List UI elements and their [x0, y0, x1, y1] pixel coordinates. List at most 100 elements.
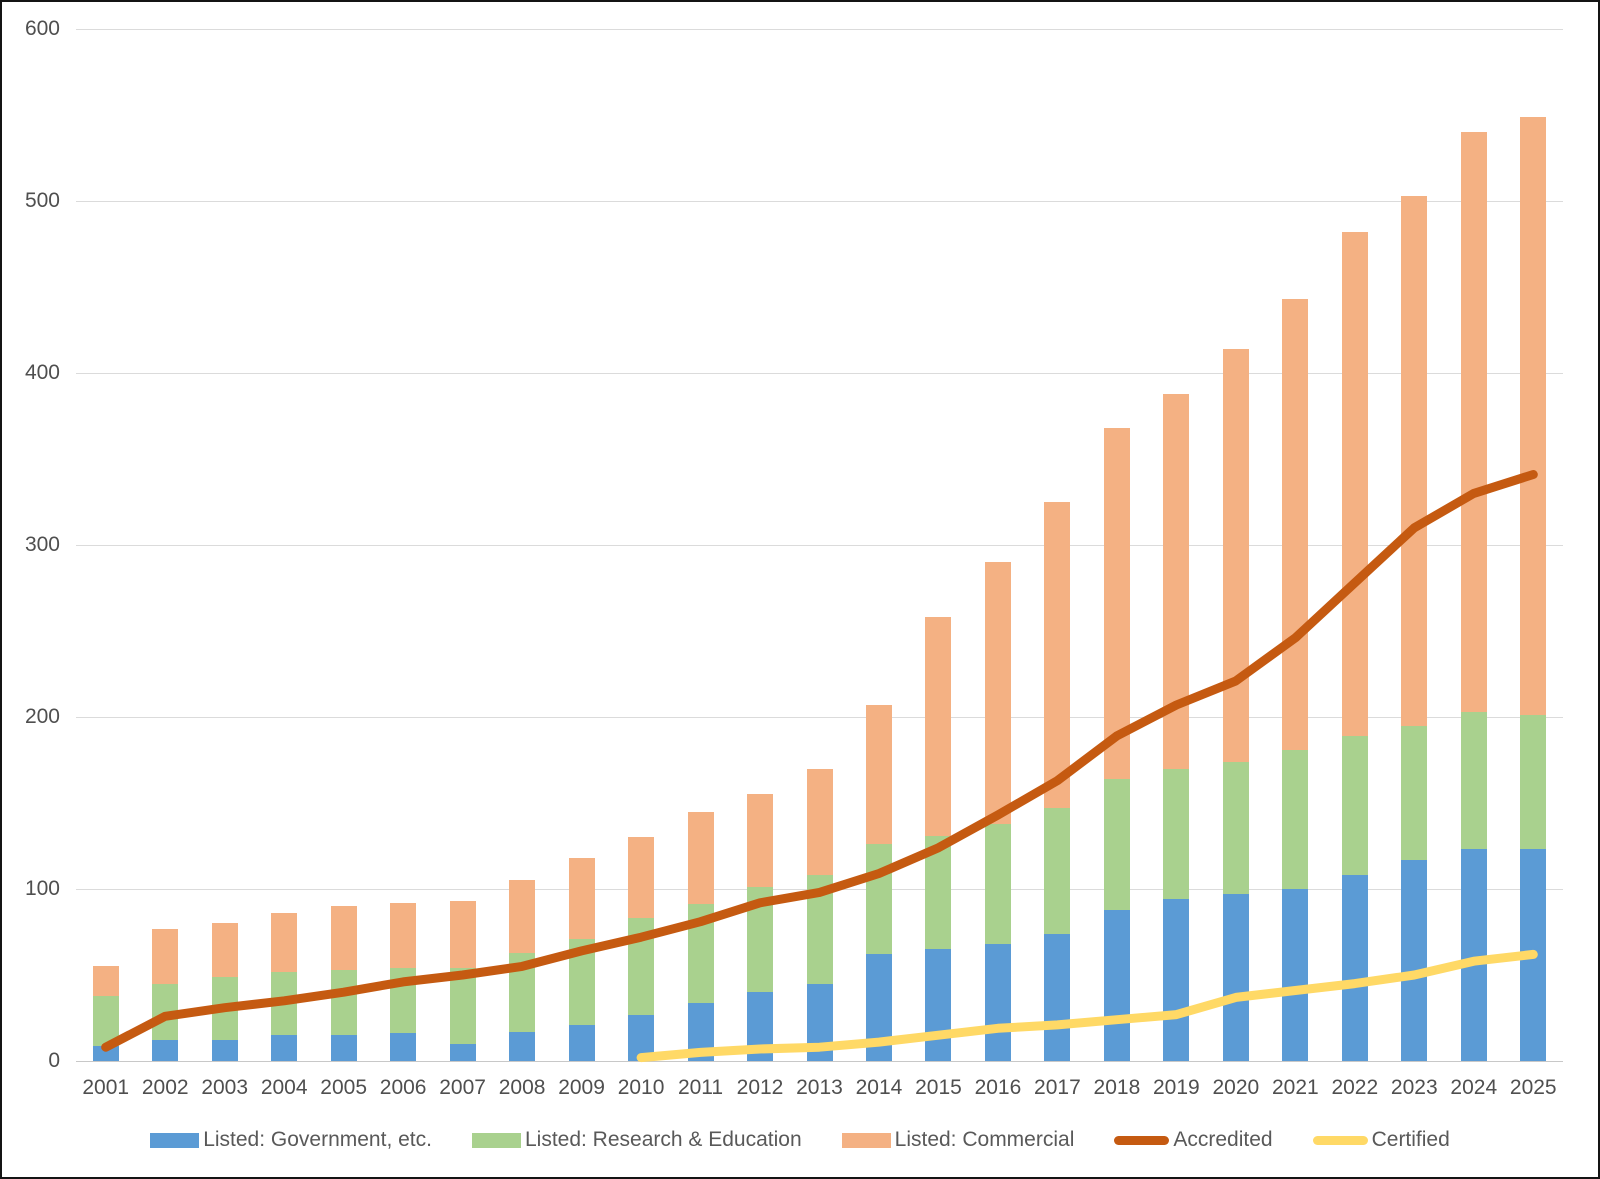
- x-axis-label-2015: 2015: [915, 1076, 962, 1099]
- plot-area: [76, 28, 1563, 1063]
- bar-2025-listed-research-education: [1520, 715, 1547, 850]
- x-axis-label-2017: 2017: [1034, 1076, 1081, 1099]
- x-axis-label-2022: 2022: [1331, 1076, 1379, 1099]
- x-axis-label-2016: 2016: [974, 1076, 1022, 1099]
- y-axis-label-500: 500: [24, 189, 60, 212]
- bar-2003-listed-commercial: [211, 923, 238, 977]
- bar-2007-listed-commercial: [449, 901, 476, 969]
- y-axis-label-400: 400: [24, 361, 60, 384]
- x-axis-label-2012: 2012: [736, 1076, 784, 1099]
- bar-2022-listed-government-etc-: [1341, 875, 1368, 1061]
- bar-2023-listed-research-education: [1401, 725, 1428, 860]
- bar-2006-listed-government-etc-: [390, 1033, 417, 1061]
- bar-2018-listed-government-etc-: [1103, 909, 1130, 1061]
- bar-2019-listed-government-etc-: [1163, 899, 1190, 1061]
- y-axis-label-100: 100: [24, 877, 60, 900]
- bar-2016-listed-government-etc-: [984, 944, 1011, 1061]
- x-axis-label-2009: 2009: [558, 1076, 605, 1099]
- x-axis-label-2008: 2008: [498, 1076, 546, 1099]
- bar-2012-listed-commercial: [747, 794, 774, 888]
- bar-2020-listed-government-etc-: [1222, 894, 1249, 1061]
- bar-2011-listed-commercial: [687, 811, 714, 905]
- legend-item-accredited: Accredited: [1114, 1128, 1273, 1152]
- x-axis-label-2004: 2004: [260, 1076, 308, 1099]
- bar-2021-listed-commercial: [1282, 299, 1309, 750]
- bar-2016-listed-research-education: [984, 823, 1011, 945]
- bar-2009-listed-commercial: [568, 858, 595, 939]
- line-layer: [101, 470, 1538, 1063]
- y-axis-label-600: 600: [24, 17, 60, 40]
- legend-swatch-line: [1114, 1135, 1170, 1145]
- x-axis-label-2003: 2003: [201, 1076, 249, 1099]
- x-axis-label-2023: 2023: [1390, 1076, 1438, 1099]
- y-axis-label-0: 0: [48, 1049, 60, 1072]
- bar-2018-listed-commercial: [1103, 428, 1130, 779]
- y-axis-label-300: 300: [24, 533, 60, 556]
- bar-2010-listed-commercial: [628, 837, 655, 919]
- legend-label: Listed: Research & Education: [524, 1128, 802, 1151]
- x-axis-label-2007: 2007: [439, 1076, 486, 1099]
- bar-2004-listed-commercial: [271, 913, 298, 972]
- legend-swatch-rect: [841, 1132, 891, 1148]
- y-axis-label-200: 200: [24, 705, 60, 728]
- bar-2001-listed-commercial: [92, 966, 119, 996]
- bar-2022-listed-commercial: [1341, 231, 1368, 736]
- bar-2008-listed-commercial: [509, 880, 536, 953]
- bar-2001-listed-research-education: [92, 995, 119, 1046]
- bar-2013-listed-commercial: [806, 768, 833, 876]
- bar-2024-listed-research-education: [1460, 711, 1487, 850]
- x-axis-label-2020: 2020: [1212, 1076, 1260, 1099]
- bar-2007-listed-research-education: [449, 968, 476, 1044]
- x-axis-label-2006: 2006: [379, 1076, 427, 1099]
- x-axis-label-2018: 2018: [1093, 1076, 1141, 1099]
- bar-2017-listed-research-education: [1044, 808, 1071, 934]
- bar-2005-listed-commercial: [330, 906, 357, 970]
- legend-swatch-rect: [471, 1132, 521, 1148]
- bar-2021-listed-government-etc-: [1282, 889, 1309, 1061]
- bar-2017-listed-government-etc-: [1044, 933, 1071, 1061]
- legend-swatch-line: [1312, 1135, 1368, 1145]
- bar-2005-listed-government-etc-: [330, 1035, 357, 1061]
- bar-2014-listed-research-education: [865, 844, 892, 955]
- legend: Listed: Government, etc. Listed: Research…: [2, 1124, 1598, 1156]
- legend-label: Listed: Commercial: [894, 1128, 1075, 1151]
- x-axis-label-2024: 2024: [1450, 1076, 1498, 1099]
- x-axis-label-2013: 2013: [796, 1076, 843, 1099]
- bar-2007-listed-government-etc-: [449, 1043, 476, 1061]
- bar-2006-listed-commercial: [390, 902, 417, 969]
- legend-item-certified: Certified: [1312, 1128, 1450, 1152]
- bar-2009-listed-government-etc-: [568, 1024, 595, 1061]
- certified-line: [636, 949, 1538, 1063]
- legend-item-listed-government-etc-: Listed: Government, etc.: [150, 1128, 432, 1152]
- bar-2023-listed-commercial: [1401, 195, 1428, 726]
- bar-2003-listed-government-etc-: [211, 1040, 238, 1061]
- bar-2002-listed-commercial: [152, 928, 179, 984]
- bar-2020-listed-commercial: [1222, 348, 1249, 762]
- bar-2024-listed-government-etc-: [1460, 849, 1487, 1061]
- x-axis-label-2025: 2025: [1509, 1076, 1557, 1099]
- legend-label: Certified: [1371, 1128, 1450, 1151]
- bar-2019-listed-research-education: [1163, 768, 1190, 900]
- x-axis-label-2011: 2011: [677, 1076, 724, 1099]
- bar-2005-listed-research-education: [330, 969, 357, 1036]
- x-axis-label-2005: 2005: [320, 1076, 367, 1099]
- accredited-line: [101, 470, 1538, 1052]
- bar-2015-listed-commercial: [925, 617, 952, 836]
- bar-2014-listed-commercial: [865, 704, 892, 845]
- bar-2016-listed-commercial: [984, 562, 1011, 824]
- bar-2022-listed-research-education: [1341, 735, 1368, 876]
- bar-2015-listed-government-etc-: [925, 949, 952, 1061]
- bar-2017-listed-commercial: [1044, 502, 1071, 809]
- bar-2008-listed-government-etc-: [509, 1031, 536, 1061]
- bar-2021-listed-research-education: [1282, 749, 1309, 889]
- bar-2023-listed-government-etc-: [1401, 859, 1428, 1061]
- bar-2018-listed-research-education: [1103, 778, 1130, 910]
- bar-2024-listed-commercial: [1460, 132, 1487, 712]
- x-axis-label-2021: 2021: [1271, 1076, 1319, 1099]
- x-axis-label-2014: 2014: [855, 1076, 903, 1099]
- bar-2004-listed-government-etc-: [271, 1035, 298, 1061]
- legend-item-listed-research-education: Listed: Research & Education: [471, 1128, 802, 1152]
- bar-2020-listed-research-education: [1222, 761, 1249, 895]
- x-axis-label-2001: 2001: [82, 1076, 130, 1099]
